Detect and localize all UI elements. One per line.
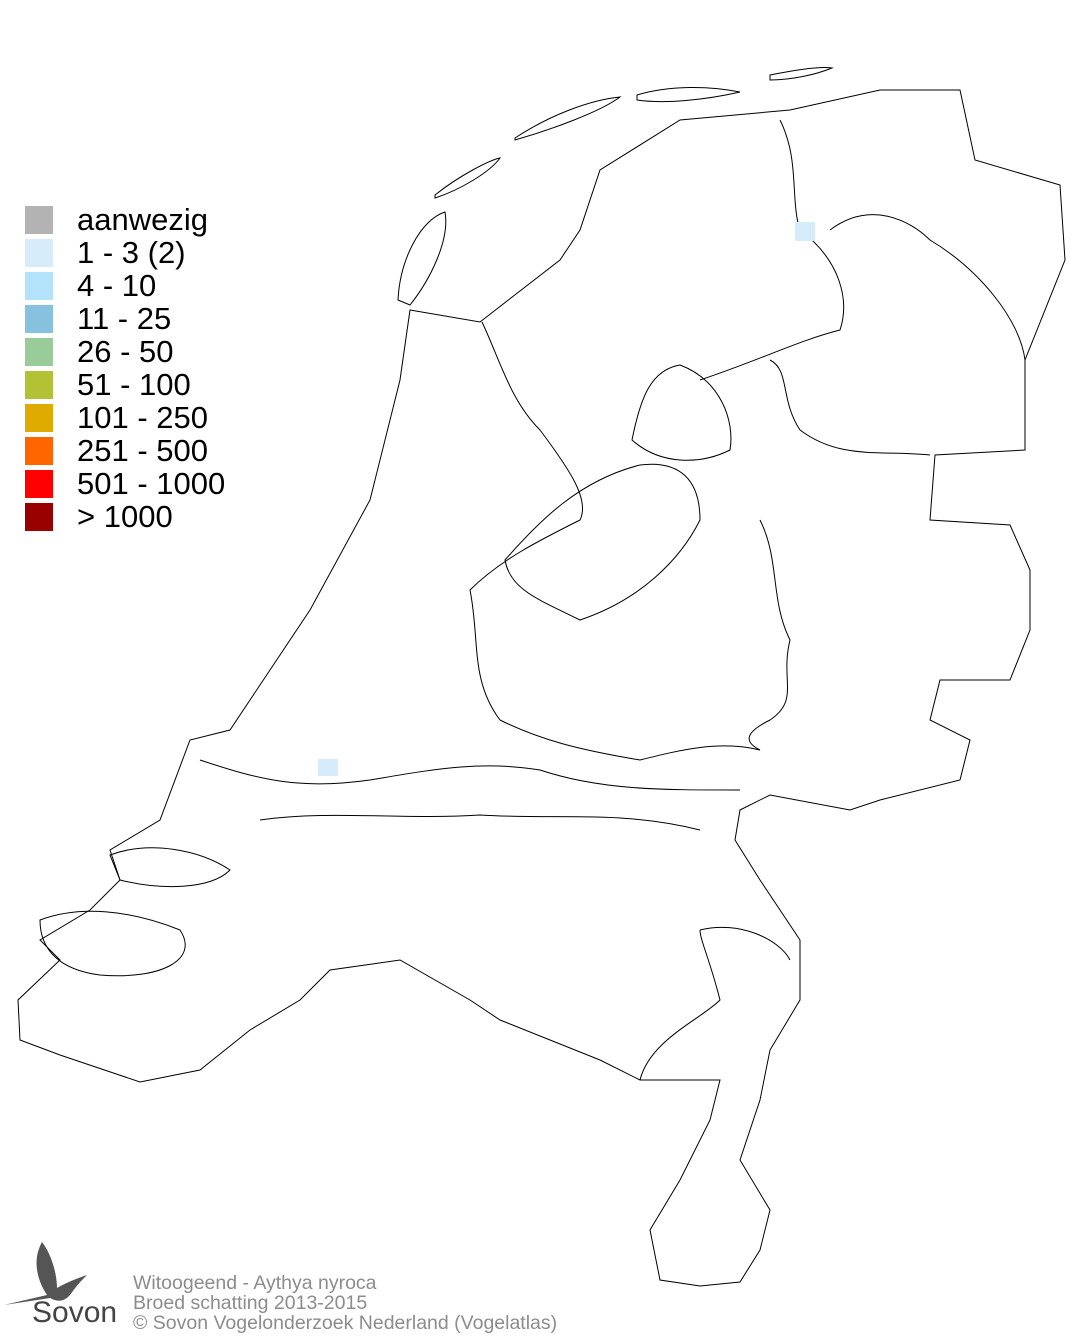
legend: aanwezig 1 - 3 (2) 4 - 10 11 - 25 26 - 5… xyxy=(25,203,225,533)
legend-label: 26 - 50 xyxy=(77,334,174,369)
flevoland xyxy=(504,463,701,621)
legend-item: 1 - 3 (2) xyxy=(25,236,225,269)
caption-copyright: © Sovon Vogelonderzoek Nederland (Vogela… xyxy=(133,1312,558,1334)
legend-item: 101 - 250 xyxy=(25,401,225,434)
legend-swatch xyxy=(25,304,53,333)
legend-item: aanwezig xyxy=(25,203,225,236)
legend-swatch xyxy=(25,502,53,531)
legend-label: aanwezig xyxy=(77,202,208,237)
legend-swatch xyxy=(25,337,53,366)
legend-item: > 1000 xyxy=(25,500,225,533)
legend-label: 1 - 3 (2) xyxy=(77,235,186,270)
island-terschelling xyxy=(514,96,622,141)
legend-swatch xyxy=(25,271,53,300)
legend-item: 26 - 50 xyxy=(25,335,225,368)
island-texel xyxy=(397,211,447,306)
occupied-cell-groningen xyxy=(795,222,815,241)
legend-item: 251 - 500 xyxy=(25,434,225,467)
province-borders xyxy=(639,119,1026,1081)
legend-label: 251 - 500 xyxy=(77,433,208,468)
zeeland-islands xyxy=(39,847,231,977)
legend-swatch xyxy=(25,469,53,498)
swallow-logo-icon xyxy=(4,1242,87,1305)
legend-label: 101 - 250 xyxy=(77,400,208,435)
ijsselmeer-shore xyxy=(469,321,761,761)
noordoostpolder xyxy=(631,364,732,461)
map-caption: Witoogeend - Aythya nyroca Broed schatti… xyxy=(133,1273,557,1333)
legend-label: > 1000 xyxy=(77,499,173,534)
legend-swatch xyxy=(25,370,53,399)
caption-period: Broed schatting 2013-2015 xyxy=(133,1292,368,1314)
caption-species: Witoogeend - Aythya nyroca xyxy=(133,1272,377,1294)
legend-item: 11 - 25 xyxy=(25,302,225,335)
rivers xyxy=(199,759,741,831)
island-schiermonnikoog xyxy=(769,67,834,81)
sovon-logo-text: Sovon xyxy=(32,1296,118,1329)
legend-item: 4 - 10 xyxy=(25,269,225,302)
legend-swatch xyxy=(25,238,53,267)
legend-item: 51 - 100 xyxy=(25,368,225,401)
legend-label: 4 - 10 xyxy=(77,268,157,303)
island-vlieland xyxy=(434,157,502,199)
legend-swatch xyxy=(25,205,53,234)
island-ameland xyxy=(636,86,741,103)
legend-item: 501 - 1000 xyxy=(25,467,225,500)
country-outline xyxy=(17,89,1066,1287)
legend-swatch xyxy=(25,436,53,465)
legend-label: 51 - 100 xyxy=(77,367,191,402)
legend-label: 501 - 1000 xyxy=(77,466,226,501)
occupied-cell-rotterdam xyxy=(318,759,338,776)
legend-label: 11 - 25 xyxy=(77,301,172,336)
legend-swatch xyxy=(25,403,53,432)
